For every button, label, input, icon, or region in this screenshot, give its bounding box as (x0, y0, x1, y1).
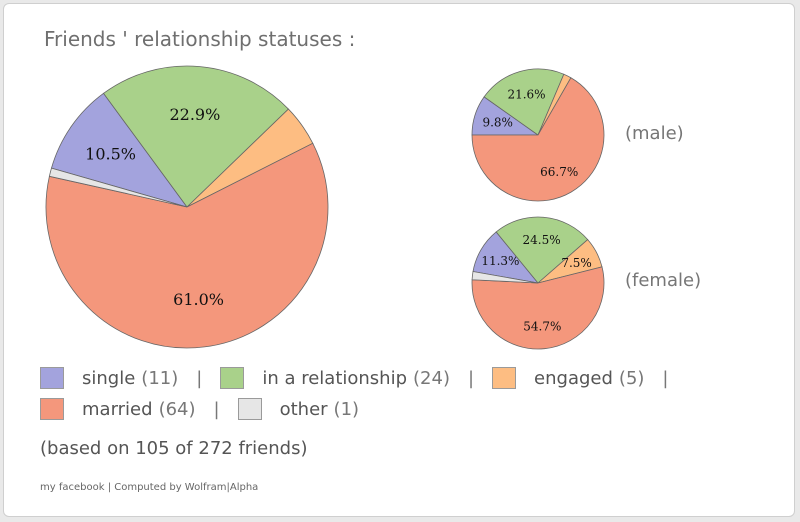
pie-male-label-in-a-relationship: 21.6% (507, 88, 545, 102)
pie-female-label-engaged: 7.5% (561, 256, 592, 270)
pie-male-label-married: 66.7% (540, 165, 578, 179)
legend-separator: | (467, 367, 475, 389)
legend-row-2: married (64) | other (1) (40, 396, 359, 422)
legend-swatch-other (237, 398, 262, 420)
pie-male-slice-married (471, 77, 605, 202)
pie-male-slice-in-a-relationship (483, 68, 565, 136)
pie-all-slice-in-a-relationship (102, 65, 289, 208)
legend-label-single: single (82, 367, 136, 389)
pie-all-label-in-a-relationship: 22.9% (169, 105, 220, 124)
pie-female-label-in-a-relationship: 24.5% (523, 233, 561, 247)
pie-all-slice-single (50, 92, 189, 208)
legend-swatch-engaged (492, 367, 517, 389)
female-pie-label: (female) (625, 270, 702, 291)
legend-separator: | (662, 367, 669, 389)
legend-row-1: single (11) | in a relationship (24) | e… (40, 365, 687, 391)
pie-female-slice-other (471, 271, 539, 284)
legend-count-engaged: (5) (618, 367, 645, 389)
legend-count-married: (64) (158, 398, 196, 420)
legend-separator: | (213, 398, 220, 420)
pie-female-slice-married (471, 266, 605, 350)
legend-label-married: married (82, 398, 153, 420)
pie-female-label-single: 11.3% (481, 254, 519, 268)
based-on-note: (based on 105 of 272 friends) (40, 438, 308, 459)
pie-all-label-married: 61.0% (173, 290, 224, 309)
legend-swatch-married (40, 398, 64, 420)
legend-label-in-a-relationship: in a relationship (262, 367, 408, 389)
legend-label-engaged: engaged (534, 367, 613, 389)
pie-female-label-married: 54.7% (523, 320, 561, 334)
legend-label-other: other (279, 398, 328, 420)
chart-title: Friends ' relationship statuses : (44, 27, 356, 51)
footer-credit: my facebook | Computed by Wolfram|Alpha (40, 482, 259, 493)
legend-swatch-single (40, 367, 64, 389)
legend-count-in-a-relationship: (24) (413, 367, 450, 389)
pie-female-slice-in-a-relationship (495, 216, 589, 284)
pie-all-slice-married (45, 142, 329, 349)
pie-male-label-single: 9.8% (482, 115, 513, 129)
pie-all-slice-other (48, 167, 188, 208)
male-pie-label: (male) (625, 123, 684, 144)
legend-count-single: (11) (141, 367, 179, 389)
legend-swatch-in-a-relationship (220, 367, 245, 389)
pie-all-label-single: 10.5% (85, 144, 136, 163)
legend-separator: | (196, 367, 203, 389)
legend-count-other: (1) (333, 398, 360, 420)
